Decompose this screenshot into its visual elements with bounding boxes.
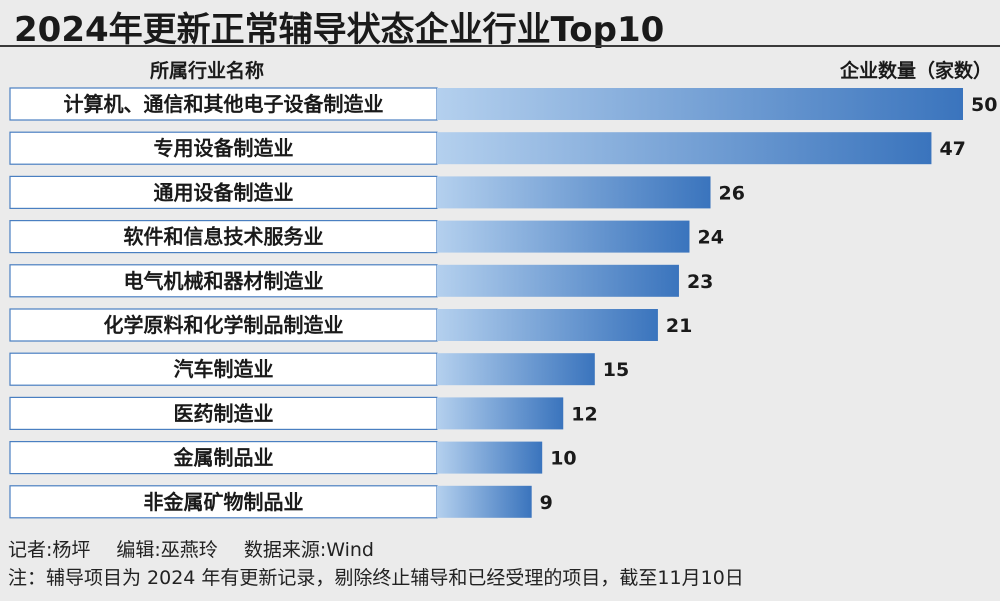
bars-layer: 计算机、通信和其他电子设备制造业 50 专用设备制造业 47 通用设备制造业 26 软件和信…: [9, 87, 997, 519]
bar: [437, 264, 679, 297]
bar: [437, 353, 595, 386]
bar-value-label: 12: [571, 403, 597, 425]
column-header-count: 企业数量（家数）: [839, 60, 992, 82]
title-divider: [0, 45, 1000, 47]
category-label: 医药制造业: [174, 401, 274, 425]
bar-value-label: 15: [603, 359, 629, 381]
category-label-box: [9, 175, 438, 209]
bar: [437, 485, 532, 518]
category-label: 非金属矿物制品业: [144, 490, 304, 514]
category-label: 计算机、通信和其他电子设备制造业: [64, 92, 384, 116]
bar-value-label: 9: [540, 492, 553, 514]
bar: [437, 88, 963, 120]
bar: [437, 132, 932, 165]
category-label-box: [9, 308, 438, 342]
bar-value-label: 24: [697, 227, 723, 249]
bar-value-label: 47: [939, 138, 965, 160]
category-label-box: [9, 396, 438, 430]
column-header-industry: 所属行业名称: [150, 60, 265, 82]
bar: [437, 441, 543, 474]
data-source: 数据来源:Wind: [243, 539, 374, 561]
category-label: 化学原料和化学制品制造业: [104, 313, 344, 337]
reporter-credit: 记者:杨坪: [8, 539, 91, 561]
category-label-box: [9, 264, 438, 298]
footer-credits: 记者:杨坪 编辑:巫燕玲 数据来源:Wind: [8, 535, 400, 562]
bar: [437, 397, 564, 430]
bar-value-label: 23: [687, 271, 713, 293]
category-label: 软件和信息技术服务业: [124, 225, 324, 249]
bar: [437, 176, 711, 209]
bar-value-label: 50: [971, 94, 997, 116]
category-label-box: [9, 485, 438, 519]
bar-value-label: 26: [719, 182, 745, 204]
category-label-box: [9, 131, 438, 165]
bar: [437, 309, 658, 341]
footer-note: 注：辅导项目为 2024 年有更新记录，剔除终止辅导和已经受理的项目，截至11月…: [8, 567, 744, 589]
category-label: 通用设备制造业: [154, 180, 294, 204]
editor-credit: 编辑:巫燕玲: [116, 539, 218, 561]
bar-value-label: 10: [550, 448, 576, 470]
category-label-box: [9, 352, 438, 386]
category-label: 专用设备制造业: [154, 136, 294, 160]
bar: [437, 220, 690, 253]
category-label: 电气机械和器材制造业: [124, 269, 324, 293]
category-label: 金属制品业: [173, 446, 274, 470]
bar-value-label: 21: [666, 315, 692, 337]
chart-title: 2024年更新正常辅导状态企业行业Top10: [14, 10, 665, 50]
category-label: 汽车制造业: [174, 357, 274, 381]
